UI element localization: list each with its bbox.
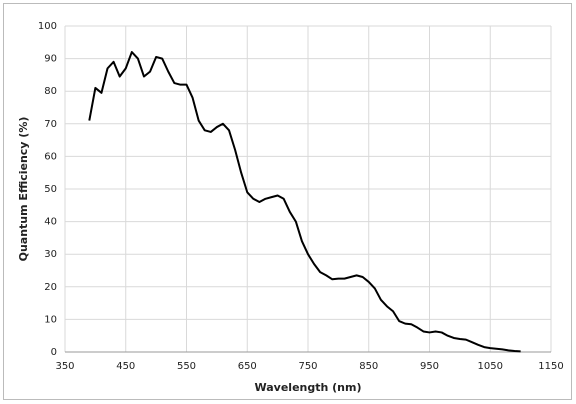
y-tick-label: 90 [44,54,57,65]
y-tick-label: 60 [44,151,57,162]
data-line [88,51,521,353]
y-tick-label: 70 [44,119,57,130]
y-tick-label: 10 [44,314,57,325]
x-tick-label: 350 [55,361,74,372]
chart-frame [3,3,572,400]
x-tick-label: 1150 [538,361,563,372]
x-tick-label: 550 [177,361,196,372]
y-tick-label: 20 [44,282,57,293]
x-tick-label: 650 [238,361,257,372]
y-tick-label: 0 [51,347,57,358]
y-tick-label: 30 [44,249,57,260]
y-tick-label: 100 [38,21,57,32]
y-tick-label: 50 [44,184,57,195]
x-tick-label: 1050 [478,361,503,372]
y-axis-label: Quantum Efficiency (%) [17,117,30,262]
x-tick-label: 450 [116,361,135,372]
y-tick-label: 40 [44,217,57,228]
y-tick-label: 80 [44,86,57,97]
x-axis-label: Wavelength (nm) [255,381,362,394]
x-tick-label: 850 [359,361,378,372]
x-tick-label: 950 [420,361,439,372]
x-tick-label: 750 [298,361,317,372]
